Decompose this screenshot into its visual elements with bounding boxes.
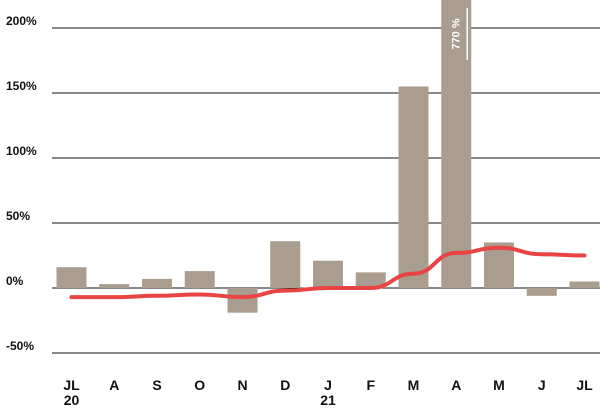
y-tick-label: 150% (6, 79, 37, 93)
bars (56, 0, 600, 313)
bar (569, 281, 600, 288)
bar (313, 260, 343, 288)
bar (56, 267, 87, 288)
x-year-label: 20 (64, 392, 80, 408)
y-tick-label: -50% (6, 339, 34, 353)
x-tick-label: O (194, 377, 205, 393)
x-tick-label: JL (576, 377, 593, 393)
x-tick-label: J (324, 377, 332, 393)
x-tick-label: D (280, 377, 290, 393)
annotation-label: 770 % (450, 18, 462, 49)
bar (99, 284, 130, 288)
bar (355, 272, 386, 288)
gridlines (52, 27, 600, 354)
x-tick-label: J (538, 377, 546, 393)
x-year-label: 21 (320, 392, 336, 408)
bar (441, 0, 472, 288)
annotations: 770 % (450, 8, 468, 60)
x-tick-label: A (109, 377, 119, 393)
x-tick-label: A (451, 377, 461, 393)
y-tick-label: 50% (6, 209, 30, 223)
x-tick-label: F (366, 377, 375, 393)
x-tick-label: M (493, 377, 505, 393)
y-tick-label: 100% (6, 144, 37, 158)
y-tick-label: 200% (6, 14, 37, 28)
bar (184, 271, 215, 288)
x-tick-label: JL (63, 377, 80, 393)
x-tick-label: M (408, 377, 420, 393)
bar (270, 241, 301, 288)
bar (142, 278, 172, 288)
y-axis-ticks: -50% 0% 50% 100% 150% 200% (6, 14, 37, 353)
x-tick-label: S (152, 377, 161, 393)
bar (526, 288, 557, 296)
trend-line (69, 245, 587, 300)
bar (398, 86, 429, 288)
x-tick-label: N (237, 377, 247, 393)
bar (227, 288, 258, 313)
series-line (69, 245, 587, 300)
y-tick-label: 0% (6, 274, 24, 288)
